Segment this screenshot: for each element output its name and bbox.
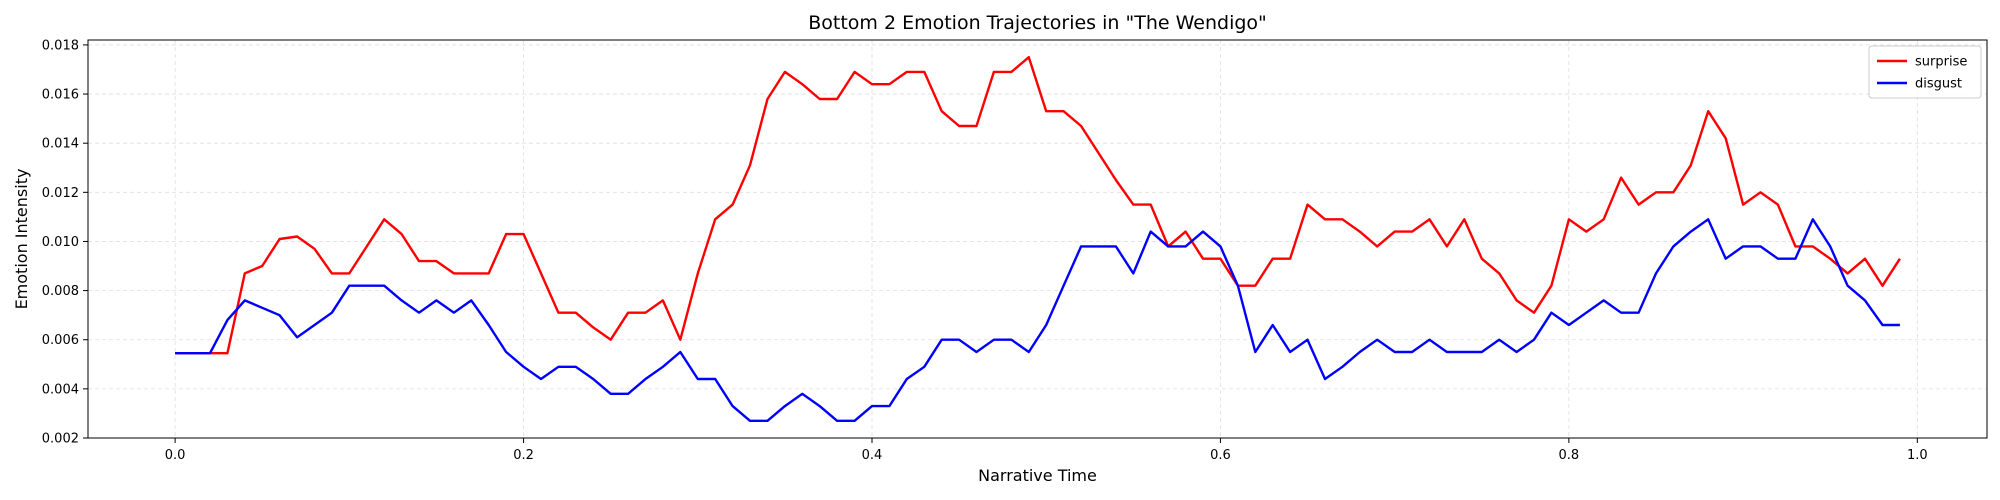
x-tick-label: 0.6 [1210,448,1231,463]
x-axis-ticks: 0.0 0.2 0.4 0.6 0.8 1.0 [165,438,1928,463]
y-tick-label: 0.016 [42,88,79,103]
y-tick-label: 0.004 [42,382,79,397]
legend-label-disgust: disgust [1915,77,1962,92]
y-axis-label: Emotion Intensity [12,169,31,310]
chart-title: Bottom 2 Emotion Trajectories in "The We… [808,12,1267,34]
x-tick-label: 1.0 [1907,448,1928,463]
y-tick-label: 0.010 [42,235,79,250]
x-axis-label: Narrative Time [978,466,1097,485]
y-tick-label: 0.008 [42,284,79,299]
x-tick-label: 0.0 [165,448,186,463]
y-axis-ticks: 0.002 0.004 0.006 0.008 0.010 0.012 0.014 0.016… [42,38,88,447]
legend: surprise disgust [1868,45,1982,99]
series-lines [175,56,1901,422]
y-tick-label: 0.014 [42,137,79,152]
legend-box [1868,45,1982,99]
y-tick-label: 0.002 [42,432,79,447]
x-tick-label: 0.2 [513,448,534,463]
legend-label-surprise: surprise [1915,55,1967,70]
x-tick-label: 0.8 [1559,448,1580,463]
y-tick-label: 0.018 [42,38,79,53]
series-line-surprise [175,56,1901,355]
series-line-disgust [175,218,1900,422]
plot-frame [87,39,1988,439]
y-tick-label: 0.006 [42,333,79,348]
x-tick-label: 0.4 [862,448,883,463]
y-tick-label: 0.012 [42,186,79,201]
